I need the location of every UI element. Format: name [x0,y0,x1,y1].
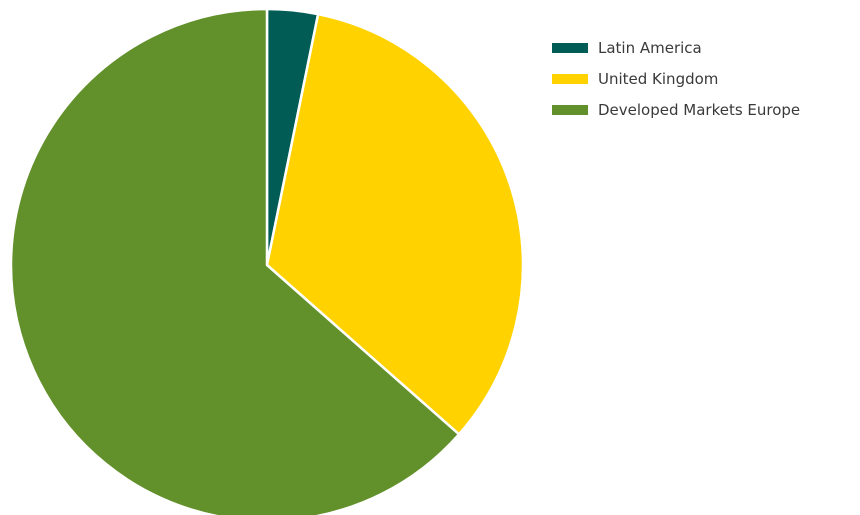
legend-item-united-kingdom: United Kingdom [552,63,800,94]
legend: Latin America United Kingdom Developed M… [552,32,800,125]
legend-item-developed-markets-europe: Developed Markets Europe [552,94,800,125]
legend-label-developed-markets-europe: Developed Markets Europe [598,100,801,119]
pie-slices [9,7,525,515]
legend-label-united-kingdom: United Kingdom [598,69,719,88]
legend-swatch-latin-america [552,42,588,53]
legend-swatch-developed-markets-europe [552,104,588,115]
pie-chart [9,7,525,515]
pie-slice-developed-markets-europe [9,7,461,515]
legend-swatch-united-kingdom [552,73,588,84]
legend-label-latin-america: Latin America [598,38,702,57]
pie-slice-united-kingdom [265,12,525,436]
legend-item-latin-america: Latin America [552,32,800,63]
